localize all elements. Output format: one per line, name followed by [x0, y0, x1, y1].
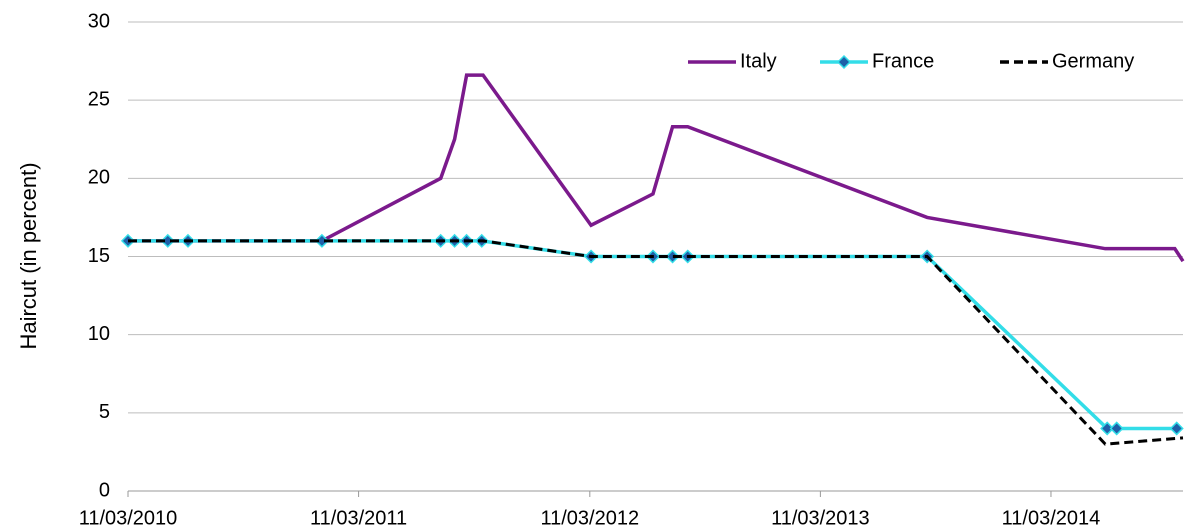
x-tick-label: 11/03/2012 [540, 507, 639, 529]
legend-label: Italy [740, 50, 777, 72]
marker [665, 249, 680, 264]
y-tick-label: 10 [88, 323, 110, 345]
y-tick-label: 0 [99, 479, 110, 501]
marker [1109, 421, 1124, 436]
x-tick-label: 11/03/2010 [79, 507, 178, 529]
legend-marker [836, 54, 852, 70]
legend-label: Germany [1052, 50, 1134, 72]
y-tick-label: 5 [99, 401, 110, 423]
y-axis-label: Haircut (in percent) [16, 162, 41, 349]
y-tick-label: 25 [88, 88, 110, 110]
x-tick-label: 11/03/2013 [771, 507, 870, 529]
marker [1169, 421, 1184, 436]
x-tick-label: 11/03/2011 [310, 507, 407, 529]
x-tick-label: 11/03/2014 [1002, 507, 1101, 529]
y-tick-label: 20 [88, 167, 110, 189]
marker [314, 233, 330, 248]
marker [160, 233, 175, 248]
y-tick-label: 15 [88, 245, 110, 267]
series-line [128, 239, 1184, 446]
series-line [128, 73, 1185, 263]
legend-label: France [872, 50, 934, 72]
marker [1100, 421, 1115, 436]
y-tick-label: 30 [88, 10, 110, 32]
